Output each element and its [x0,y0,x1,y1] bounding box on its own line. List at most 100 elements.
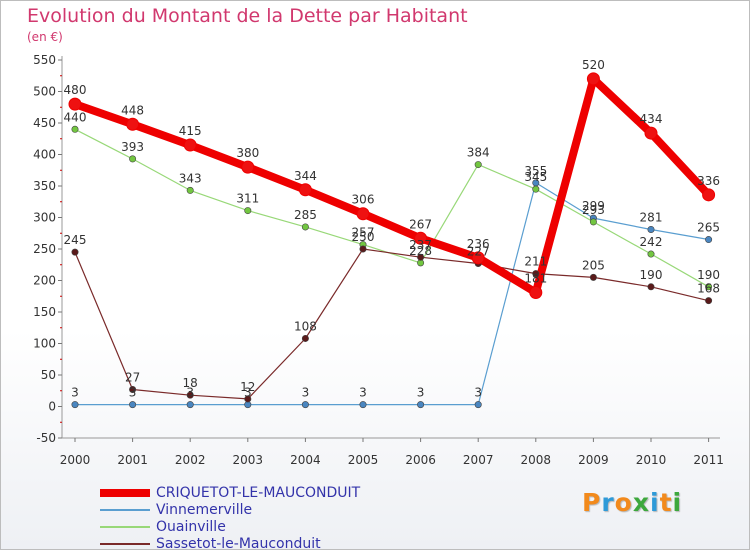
x-tick-label: 2003 [233,453,264,467]
data-label: 211 [524,255,547,269]
data-point [359,245,367,253]
data-label: 281 [640,210,663,224]
logo-letter: i [650,488,660,517]
y-tick-label: 550 [33,53,56,67]
data-label: 3 [417,386,425,400]
data-label: 12 [240,380,255,394]
data-label: 336 [697,174,720,188]
y-tick-label: 400 [33,148,56,162]
legend-label: Ouainville [156,518,226,535]
data-label: 440 [64,110,87,124]
data-label: 306 [352,193,375,207]
y-tick-label: 300 [33,211,56,225]
logo-letter: o [614,488,633,517]
data-point [301,401,309,409]
data-point [705,236,713,244]
data-point [647,250,655,258]
data-label: 250 [352,230,375,244]
data-point [589,218,597,226]
data-point [705,297,713,305]
x-tick-label: 2000 [60,453,91,467]
data-label: 343 [179,171,202,185]
y-tick-label: 150 [33,305,56,319]
chart-subtitle: (en €) [27,30,63,44]
y-tick-label: 100 [33,337,56,351]
data-label: 190 [640,268,663,282]
y-tick-label: 450 [33,116,56,130]
data-point [129,401,137,409]
legend-item: Sassetot-le-Mauconduit [100,535,360,552]
y-tick-label: 0 [48,400,56,414]
data-point [417,253,425,261]
x-tick-label: 2001 [117,453,148,467]
legend-item: Ouainville [100,518,360,535]
series-line-ouainville [74,128,710,288]
data-label: 393 [121,140,144,154]
data-label: 3 [71,386,79,400]
data-label: 355 [524,164,547,178]
data-point [417,401,425,409]
x-tick-label: 2005 [348,453,379,467]
series-line-vinnemerville [74,182,710,406]
legend-swatch [100,488,150,497]
data-point [186,391,194,399]
data-point [359,401,367,409]
data-label: 480 [64,83,87,97]
data-label: 448 [121,103,144,117]
data-point [356,207,370,221]
data-label: 520 [582,58,605,72]
x-tick-label: 2007 [463,453,494,467]
data-point [586,72,600,86]
x-tick-label: 2010 [636,453,667,467]
data-label: 205 [582,258,605,272]
data-label: 245 [64,233,87,247]
data-point [414,231,428,245]
data-label: 3 [186,386,194,400]
data-label: 237 [409,238,432,252]
data-label: 3 [302,386,310,400]
y-tick-label: 50 [41,368,56,382]
x-tick-label: 2004 [290,453,321,467]
data-point [71,401,79,409]
data-point [129,385,137,393]
data-point [647,225,655,233]
legend-label: Vinnemerville [156,501,253,518]
y-tick-label: 200 [33,274,56,288]
data-label: 380 [236,146,259,160]
data-label: 228 [409,244,432,258]
data-point [532,185,540,193]
data-label: 3 [359,386,367,400]
series-line-sassetot-le-mauconduit [74,248,710,400]
data-point [644,126,658,140]
proxiti-logo: Proxiti [582,488,682,517]
y-tick-label: -50 [36,431,56,445]
data-point [186,401,194,409]
legend-item: Vinnemerville [100,501,360,518]
data-point [647,283,655,291]
data-point [244,207,252,215]
data-point [702,188,716,202]
data-label: 108 [294,319,317,333]
data-point [126,117,140,131]
logo-letter: r [601,488,615,517]
data-point [532,270,540,278]
logo-letter: P [582,488,602,517]
data-label: 434 [640,112,663,126]
data-point [68,97,82,111]
data-label: 236 [467,237,490,251]
data-label: 265 [697,221,720,235]
data-label: 3 [474,386,482,400]
data-label: 257 [352,226,375,240]
data-point [183,138,197,152]
data-label: 415 [179,124,202,138]
data-point [529,285,543,299]
data-point [474,401,482,409]
data-label: 3 [129,386,137,400]
data-label: 190 [697,268,720,282]
y-tick-label: 250 [33,242,56,256]
data-label: 293 [582,203,605,217]
data-point [129,155,137,163]
legend-swatch [100,542,150,545]
